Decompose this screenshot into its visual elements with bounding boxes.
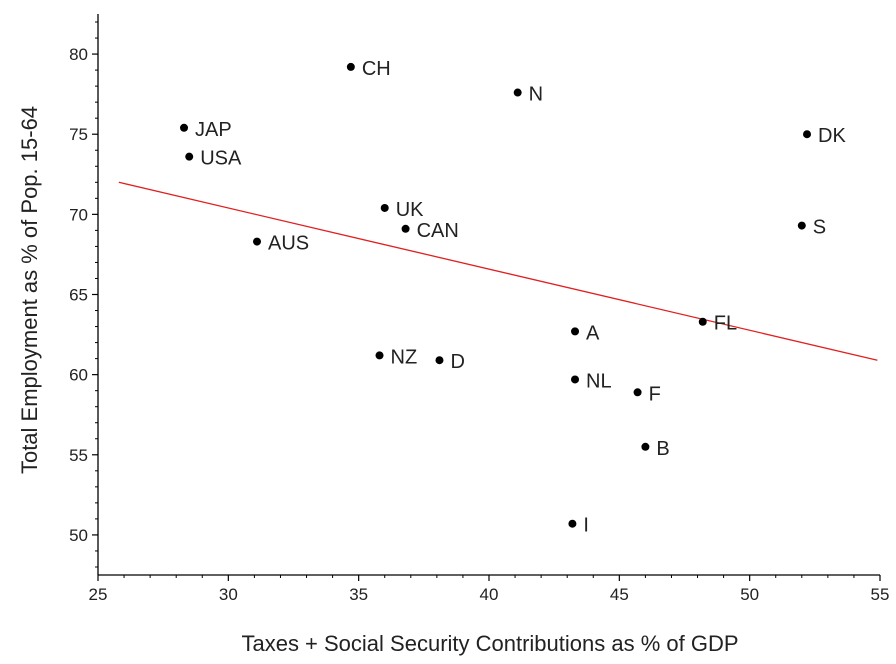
data-point-label: UK <box>396 199 424 221</box>
points-layer: CH N JAP DK USA UK S CAN AUS FL A NZ D NL F B I <box>180 58 846 537</box>
x-tick-label: 35 <box>349 585 368 604</box>
data-point <box>435 356 444 365</box>
data-point <box>571 327 580 336</box>
data-point-label: CH <box>362 58 391 80</box>
data-point-label: CAN <box>417 220 459 242</box>
data-point-label: D <box>450 351 464 373</box>
x-tick-label: 50 <box>740 585 759 604</box>
data-point <box>380 203 389 212</box>
data-point <box>568 519 577 528</box>
data-point-label: I <box>583 515 589 537</box>
y-tick-label: 50 <box>69 526 88 545</box>
axes-layer <box>97 14 880 576</box>
data-point <box>401 224 410 233</box>
y-tick-label: 60 <box>69 366 88 385</box>
data-point <box>633 388 642 397</box>
data-point-label: NZ <box>391 346 418 368</box>
y-tick-label: 80 <box>69 45 88 64</box>
x-tick-label: 30 <box>219 585 238 604</box>
trend-line-layer <box>118 181 878 361</box>
data-point-label: NL <box>586 370 612 392</box>
y-tick-label: 55 <box>69 446 88 465</box>
x-tick-label: 25 <box>89 585 108 604</box>
data-point-label: S <box>813 217 826 239</box>
trend-line <box>118 181 878 361</box>
y-tick-label: 70 <box>69 205 88 224</box>
data-point-label: AUS <box>268 233 309 255</box>
data-point <box>641 442 650 451</box>
y-ticks: 50 55 60 65 70 75 80 <box>69 21 98 568</box>
data-point-label: DK <box>818 125 846 147</box>
data-point <box>185 152 194 161</box>
x-ticks: 25 30 35 40 45 50 55 <box>89 575 890 604</box>
data-point-label: JAP <box>195 119 232 141</box>
x-axis-title: Taxes + Social Security Contributions as… <box>241 631 738 656</box>
y-axis-title: Total Employment as % of Pop. 15-64 <box>17 106 42 474</box>
data-point <box>346 62 355 71</box>
data-point <box>698 317 707 326</box>
data-point-label: B <box>656 438 669 460</box>
data-point <box>797 221 806 230</box>
data-point-label: N <box>529 84 543 106</box>
data-point-label: USA <box>200 148 242 170</box>
data-point-label: FL <box>714 313 737 335</box>
data-point <box>571 375 580 384</box>
data-point-label: A <box>586 322 600 344</box>
x-tick-label: 40 <box>480 585 499 604</box>
data-point <box>180 123 189 132</box>
x-tick-label: 55 <box>871 585 890 604</box>
x-tick-label: 45 <box>610 585 629 604</box>
data-point <box>253 237 262 246</box>
data-point <box>375 351 384 360</box>
data-point <box>513 88 522 97</box>
y-tick-label: 75 <box>69 125 88 144</box>
data-point <box>803 130 812 139</box>
data-point-label: F <box>649 383 661 405</box>
y-tick-label: 65 <box>69 286 88 305</box>
